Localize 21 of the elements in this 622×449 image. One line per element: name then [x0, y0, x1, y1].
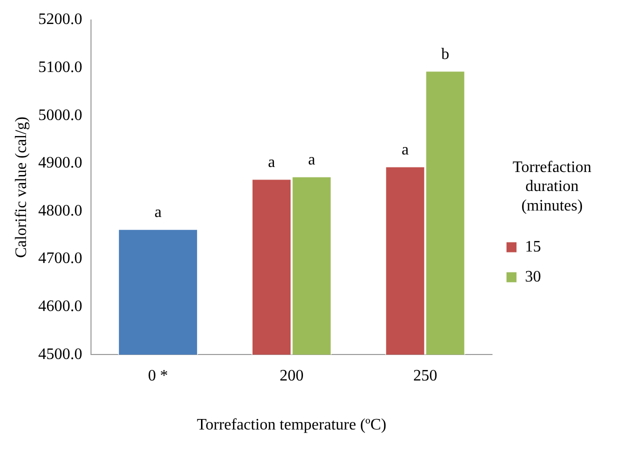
- y-tick-label: 4600.0: [38, 298, 82, 316]
- y-tick-label: 4500.0: [38, 346, 82, 363]
- y-tick-label: 5100.0: [38, 59, 82, 76]
- x-tick-label: 0 *: [148, 367, 168, 384]
- y-tick-label: 5000.0: [38, 106, 82, 124]
- x-tick-label: 250: [413, 367, 438, 384]
- y-tick-label: 4900.0: [38, 154, 82, 172]
- x-tick-label: 200: [280, 367, 304, 384]
- y-axis-title: Calorific value (cal/g): [12, 116, 30, 258]
- y-tick-label: 4800.0: [38, 202, 82, 220]
- annotation: a: [402, 141, 409, 158]
- annotation: a: [308, 152, 316, 169]
- legend-title: Torrefaction duration (minutes): [512, 158, 592, 214]
- y-tick-label: 5200.0: [38, 11, 82, 28]
- y-tick-label: 4700.0: [38, 250, 82, 268]
- x-axis-title: Torrefaction temperature (ºC): [196, 416, 386, 434]
- legend-label: 30: [525, 268, 541, 286]
- annotation: b: [441, 46, 450, 63]
- legend-label: 15: [525, 238, 541, 256]
- annotation: a: [154, 204, 162, 222]
- annotation: a: [268, 154, 276, 171]
